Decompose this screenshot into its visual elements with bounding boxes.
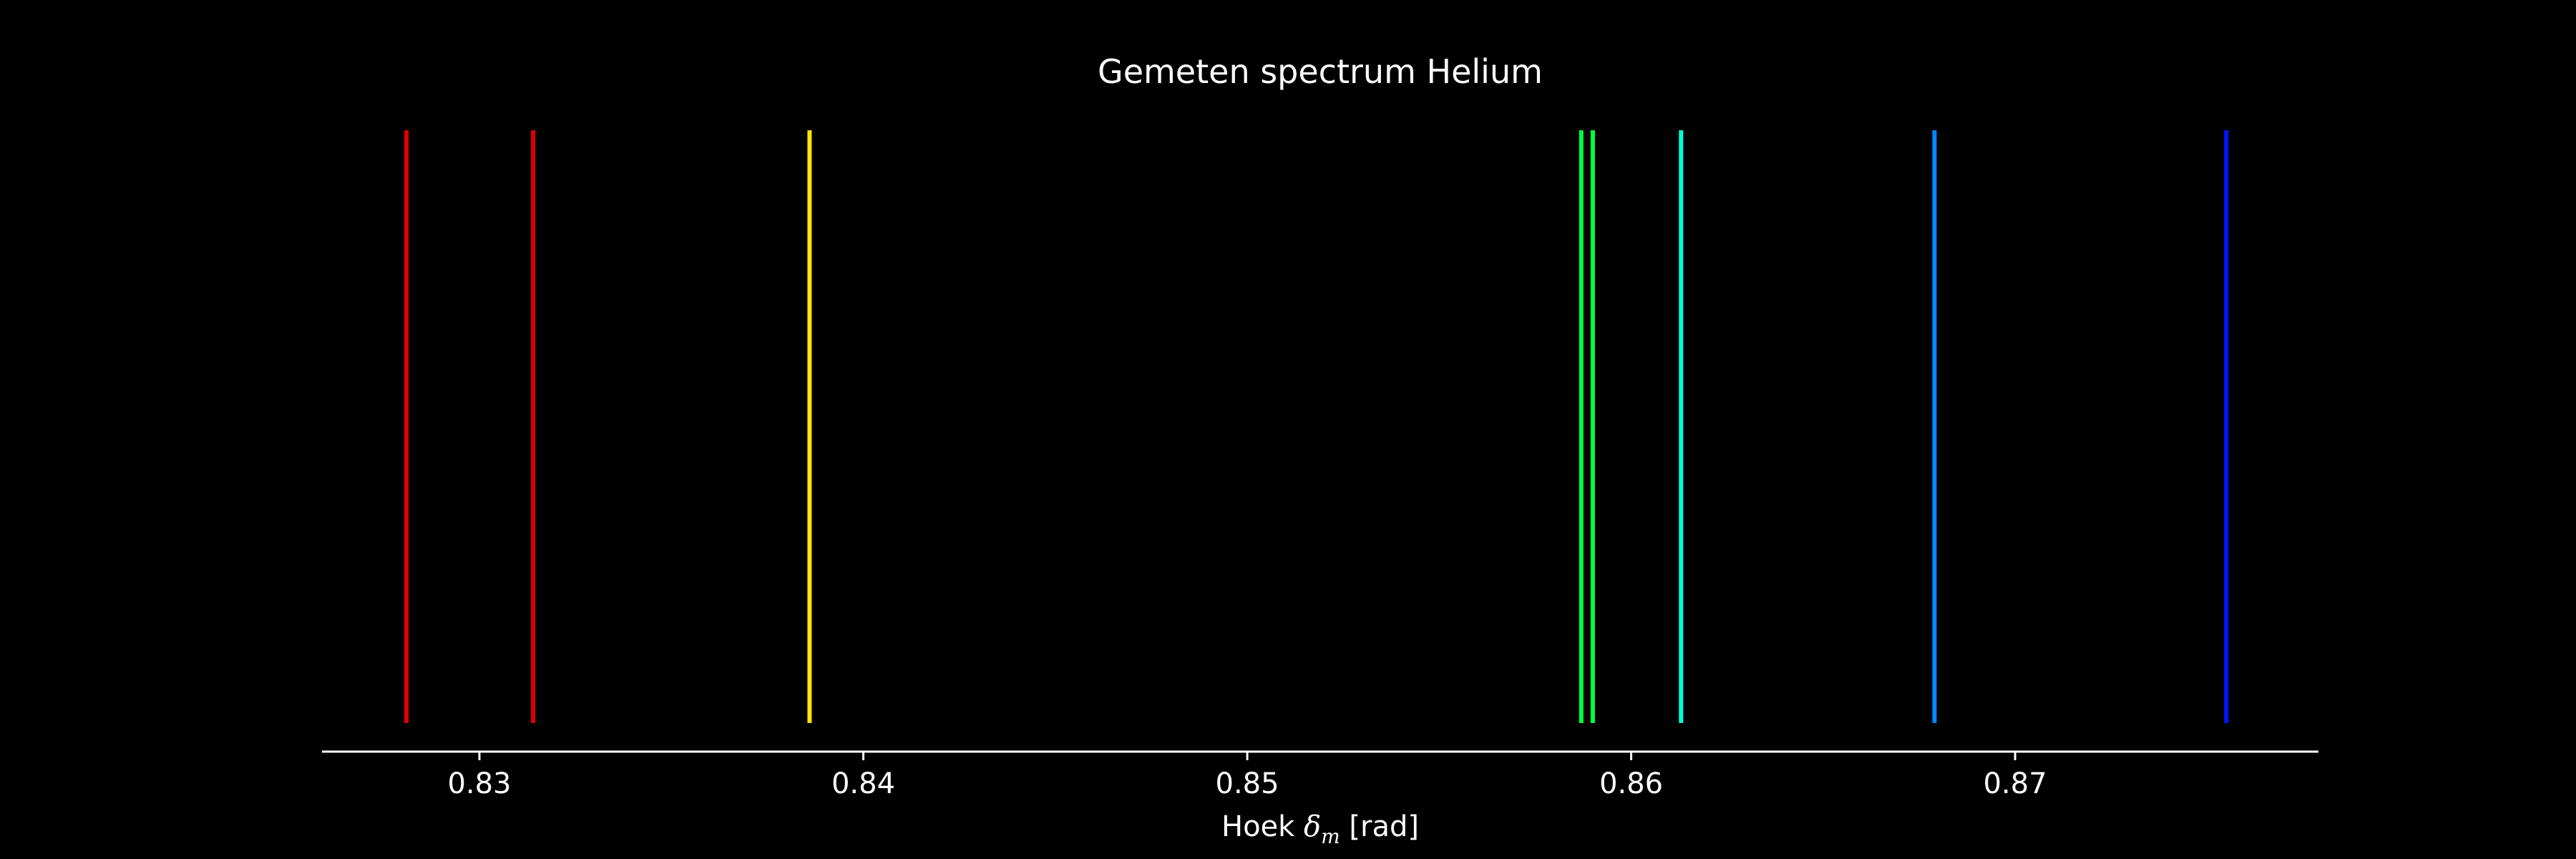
x-axis-label-symbol: δ	[1304, 810, 1321, 843]
x-tick-label: 0.84	[831, 767, 895, 800]
x-axis-label-suffix: [rad]	[1340, 810, 1419, 843]
x-axis-ticks: 0.83 0.84 0.85 0.86 0.87	[447, 752, 2047, 800]
x-tick-label: 0.83	[447, 767, 511, 800]
x-tick-label: 0.87	[1984, 767, 2047, 800]
x-tick-label: 0.86	[1599, 767, 1663, 800]
x-axis-label-subscript: m	[1321, 825, 1340, 848]
x-axis-label: Hoek δm [rad]	[1221, 810, 1419, 848]
spectral-lines	[404, 130, 2229, 723]
chart-title: Gemeten spectrum Helium	[1098, 52, 1543, 91]
x-axis-label-prefix: Hoek	[1221, 810, 1304, 843]
x-tick-label: 0.85	[1216, 767, 1279, 800]
